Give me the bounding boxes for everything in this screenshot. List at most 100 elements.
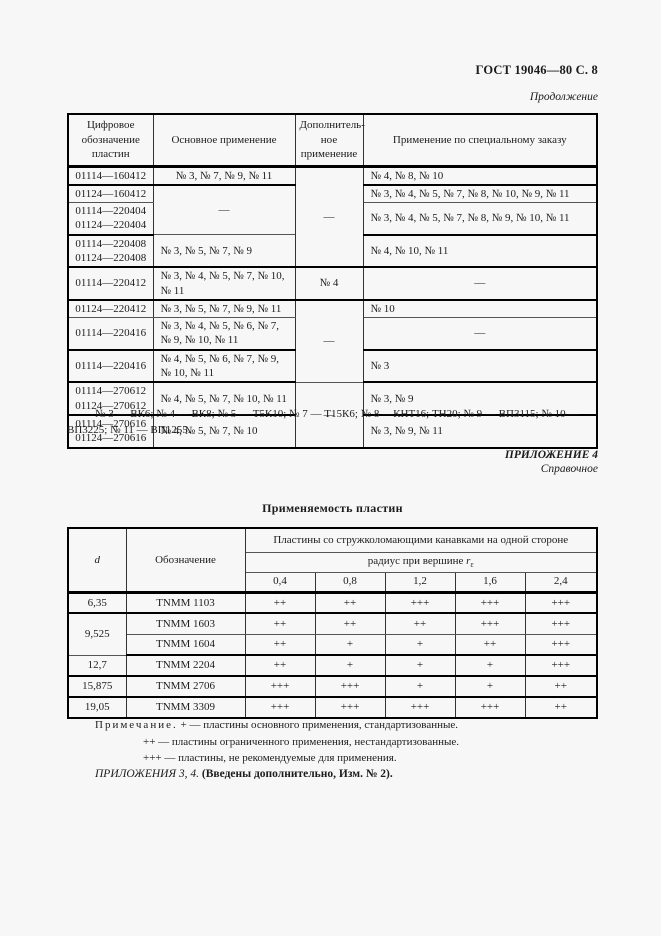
- col-header-digital-designation: Цифровое обозначение пластин: [67, 114, 154, 168]
- col-header-special-order: Применение по специальному заказу: [362, 114, 598, 168]
- table-row: 01114—270612 01124—270612 № 4, № 5, № 7,…: [67, 382, 598, 449]
- rating: ++: [244, 633, 316, 656]
- plates-table-header: Цифровое обозначение пластин Основное пр…: [67, 114, 598, 168]
- plate-designation: TNMM 1604: [125, 633, 246, 656]
- table-row: 01124—160412 — № 3, № 4, № 5, № 7, № 8, …: [67, 184, 598, 236]
- additional-application: —: [294, 166, 364, 269]
- plate-id: 01114—220412: [67, 267, 154, 301]
- rating: +: [454, 675, 526, 698]
- col-header-diameter: d: [67, 527, 127, 594]
- table-row: 01114—220404 01124—220404 № 3, № 4, № 5,…: [67, 202, 598, 236]
- col-header-additional-application: Дополнитель- ное применение: [294, 114, 365, 168]
- special-order: № 3: [362, 349, 598, 384]
- applicability-table-header: d Обозначение Пластины со стружколомающи…: [67, 527, 598, 594]
- grade-legend-footnote: № 3 — ВК6; № 4 — ВК8; № 5 — Т5К10; № 7 —…: [67, 408, 580, 436]
- main-application: № 4, № 5, № 7, № 10, № 11: [152, 382, 296, 416]
- appendix-4-label: ПРИЛОЖЕНИЕ 4: [504, 449, 598, 461]
- plate-id: 01124—220412: [67, 299, 154, 319]
- appendices-3-4-label: ПРИЛОЖЕНИЯ 3, 4.: [95, 768, 200, 780]
- rating: +++: [314, 696, 386, 719]
- main-application: № 3, № 5, № 7, № 9, № 11: [152, 299, 296, 319]
- rating: +++: [244, 696, 316, 719]
- diameter: 6,35: [67, 591, 127, 614]
- plate-designation: TNMM 2204: [125, 654, 246, 677]
- additional-application: —: [294, 299, 364, 383]
- table-row: 6,35 TNMM 1103 ++ ++ +++ +++ +++: [67, 591, 598, 614]
- plate-id: 01114—220408 01124—220408: [67, 234, 154, 269]
- rating: +: [384, 675, 456, 698]
- col-header-main-application: Основное применение: [152, 114, 296, 168]
- appendices-3-4-note: (Введены дополнительно, Изм. № 2).: [201, 768, 393, 780]
- diameter: 12,7: [67, 654, 127, 677]
- special-order: № 3, № 9, № 11: [362, 414, 598, 448]
- main-application: № 4, № 5, № 7, № 10: [152, 414, 296, 448]
- notes-block: Примечание. + — пластины основного приме…: [95, 717, 575, 767]
- main-application: № 3, № 4, № 5, № 6, № 7, № 9, № 10, № 11: [152, 317, 296, 351]
- plate-designation: TNMM 1103: [125, 591, 246, 614]
- radius-value: 1,2: [384, 571, 456, 594]
- plates-table-wrapper: Цифровое обозначение пластин Основное пр…: [67, 113, 598, 449]
- plate-id: 01114—270612 01124—270612: [67, 382, 154, 416]
- additional-application: —: [294, 382, 364, 449]
- rating: +: [314, 654, 386, 677]
- plate-designation: TNMM 3309: [125, 696, 246, 719]
- col-header-designation: Обозначение: [125, 527, 246, 594]
- appendix-4-block: ПРИЛОЖЕНИЕ 4 Справочное: [505, 448, 598, 477]
- special-order: № 3, № 9: [362, 382, 598, 416]
- rating: +: [384, 633, 456, 656]
- rating: +++: [384, 696, 456, 719]
- rating: ++: [314, 612, 386, 635]
- rating: +: [384, 654, 456, 677]
- applicability-table-wrapper: d Обозначение Пластины со стружколомающи…: [67, 527, 598, 719]
- page-header: ГОСТ 19046—80 С. 8: [475, 63, 598, 77]
- table-row: 01114—160412 № 3, № 7, № 9, № 11 — № 4, …: [67, 166, 598, 269]
- plate-designation: TNMM 2706: [125, 675, 246, 698]
- rating: ++: [524, 696, 598, 719]
- diameter: 15,875: [67, 675, 127, 698]
- appendix-4-subtitle: Справочное: [540, 463, 598, 476]
- col-header-vertex-radius: радиус при вершине rε: [244, 551, 598, 573]
- table-row: 9,525 TNMM 1603 ++ ++ ++ +++ +++: [67, 612, 598, 656]
- applicability-table: d Обозначение Пластины со стружколомающи…: [67, 527, 598, 719]
- table-row: 01124—220412 № 3, № 5, № 7, № 9, № 11 — …: [67, 299, 598, 383]
- table-row: TNMM 1604 ++ + + ++ +++: [68, 633, 598, 656]
- main-application: № 4, № 5, № 6, № 7, № 9, № 10, № 11: [152, 349, 296, 384]
- rating: +++: [524, 612, 598, 635]
- special-order: № 4, № 10, № 11: [362, 234, 598, 269]
- note-line-3: +++ — пластины, не рекомендуемые для при…: [143, 752, 397, 764]
- rating: +++: [244, 675, 316, 698]
- special-order: —: [362, 317, 598, 351]
- diameter: 19,05: [67, 696, 127, 719]
- special-order: № 4, № 8, № 10: [362, 166, 598, 186]
- rating: +++: [524, 633, 598, 656]
- table-row: 01114—220408 01124—220408 № 3, № 5, № 7,…: [67, 234, 598, 269]
- rating: +++: [454, 591, 526, 614]
- main-application: № 3, № 5, № 7, № 9: [152, 234, 296, 269]
- table-row: 12,7 TNMM 2204 ++ + + + +++: [67, 654, 598, 677]
- rating: ++: [524, 675, 598, 698]
- continuation-label: Продолжение: [529, 91, 598, 103]
- additional-application: № 4: [294, 267, 364, 301]
- table-row: 19,05 TNMM 3309 +++ +++ +++ +++ ++: [67, 696, 598, 719]
- applicability-table-title: Применяемость пластин: [262, 501, 403, 515]
- rating: +++: [524, 654, 598, 677]
- rating: +++: [314, 675, 386, 698]
- main-application: № 3, № 7, № 9, № 11: [152, 166, 296, 186]
- radius-value: 1,6: [454, 571, 526, 594]
- plate-id: 01114—220416: [67, 349, 154, 384]
- rating: +: [454, 654, 526, 677]
- note-line-2: ++ — пластины ограниченного применения, …: [143, 735, 460, 748]
- plate-id: 01124—160412: [67, 184, 154, 204]
- plates-table: Цифровое обозначение пластин Основное пр…: [67, 113, 598, 449]
- rating: ++: [244, 654, 316, 677]
- plate-id: 01114—270616 01124—270616: [67, 414, 154, 448]
- appendices-3-4-line: ПРИЛОЖЕНИЯ 3, 4. (Введены дополнительно,…: [95, 768, 393, 780]
- table-row: 01114—220416 № 3, № 4, № 5, № 6, № 7, № …: [67, 317, 598, 351]
- table-row: 01114—270616 01124—270616 № 4, № 5, № 7,…: [67, 414, 598, 448]
- plate-designation: TNMM 1603: [125, 612, 246, 635]
- special-order: № 3, № 4, № 5, № 7, № 8, № 10, № 9, № 11: [362, 184, 598, 204]
- rating: ++: [454, 633, 526, 656]
- rating: ++: [244, 591, 316, 614]
- col-header-chipbreaker-group: Пластины со стружколомающими канавками н…: [244, 527, 598, 553]
